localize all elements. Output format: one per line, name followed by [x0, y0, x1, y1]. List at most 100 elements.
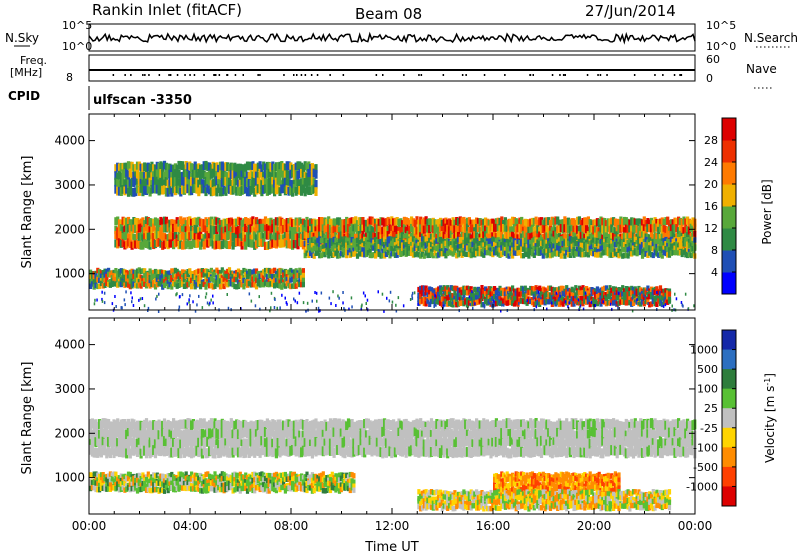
power-cell: [415, 248, 419, 254]
velocity-cell: [274, 430, 278, 440]
power-cell: [269, 184, 273, 194]
velocity-cell: [484, 445, 488, 456]
power-cell: [377, 219, 381, 228]
power-cell: [148, 283, 152, 289]
power-cell: [352, 217, 356, 226]
power-cell: [489, 286, 493, 292]
power-cell: [442, 218, 446, 227]
power-cell: [242, 218, 246, 227]
power-cell: [150, 184, 154, 194]
power-cell: [610, 252, 614, 258]
power-cell: [231, 185, 235, 195]
power-noise: [684, 292, 687, 296]
power-noise: [434, 294, 436, 298]
power-cell: [471, 219, 475, 228]
power-cell: [334, 250, 338, 256]
power-cell: [211, 271, 215, 277]
power-cell: [494, 245, 498, 252]
power-cell: [249, 234, 253, 243]
velocity-cell: [135, 438, 140, 449]
power-cell: [287, 171, 291, 180]
power-cell: [649, 224, 654, 233]
velocity-cell: [496, 420, 500, 431]
velocity-cell: [116, 418, 120, 429]
power-cell: [523, 243, 527, 249]
power-cell: [538, 250, 542, 256]
power-cell: [121, 273, 125, 279]
power-cell: [298, 238, 302, 247]
power-cell: [428, 301, 432, 307]
velocity-cell: [137, 437, 141, 448]
velocity-cell: [92, 419, 96, 430]
power-cell: [440, 296, 444, 302]
power-cell: [121, 163, 125, 172]
power-cell: [675, 241, 679, 247]
power-cell: [669, 250, 673, 256]
power-cell: [134, 163, 138, 173]
power-cell: [162, 279, 167, 285]
power-cell: [415, 216, 419, 225]
velocity-cell: [135, 420, 140, 431]
power-cell: [137, 240, 141, 249]
power-cell: [532, 245, 536, 252]
power-cell: [453, 231, 457, 240]
power-cell: [516, 287, 520, 294]
power-cell: [460, 300, 464, 306]
power-cell: [181, 185, 185, 195]
power-cell: [244, 280, 248, 287]
velocity-cell: [393, 437, 397, 448]
velocity-cell: [314, 446, 318, 457]
power-cell: [651, 220, 655, 229]
power-cell: [181, 178, 185, 187]
power-cell: [126, 233, 131, 242]
power-cell: [462, 290, 466, 296]
velocity-cell: [182, 429, 186, 440]
velocity-cell: [164, 438, 168, 449]
velocity-cell: [498, 428, 502, 439]
velocity-cell: [404, 437, 408, 448]
velocity-cell: [444, 429, 448, 439]
power-noise: [388, 299, 391, 303]
power-cell: [343, 249, 347, 256]
power-cell: [184, 270, 188, 277]
power-cell: [188, 232, 192, 241]
power-cell: [604, 296, 608, 302]
power-cell: [496, 237, 500, 243]
power-cell: [374, 248, 378, 254]
power-cell: [361, 251, 365, 258]
power-cell: [146, 281, 150, 287]
velocity-cell: [494, 427, 498, 437]
velocity-cell: [388, 446, 392, 457]
power-cell: [280, 284, 284, 290]
power-noise: [158, 292, 160, 296]
velocity-cell: [150, 447, 154, 457]
velocity-cell: [343, 436, 347, 447]
power-noise: [615, 303, 617, 307]
power-cell: [512, 250, 516, 256]
power-cell: [395, 252, 399, 258]
power-cell: [114, 268, 118, 274]
velocity-cell: [175, 446, 179, 457]
power-cell: [520, 252, 524, 259]
power-cell: [152, 171, 156, 180]
power-cell: [137, 278, 141, 285]
power-cell: [610, 299, 614, 305]
velocity-cell: [355, 420, 360, 431]
power-cell: [139, 163, 143, 173]
power-cell: [460, 217, 464, 226]
power-cell: [150, 276, 154, 283]
power-cell: [520, 291, 524, 297]
velocity-cell: [218, 439, 223, 450]
velocity-cell: [359, 445, 363, 456]
power-cell: [229, 281, 233, 287]
power-cell: [411, 218, 415, 227]
velocity-cell: [498, 438, 502, 449]
power-cell: [467, 300, 471, 306]
power-cell: [566, 246, 571, 253]
velocity-cell: [469, 448, 473, 458]
power-cell: [132, 178, 136, 188]
power-cell: [595, 300, 599, 307]
velocity-cell: [202, 437, 206, 448]
power-cell: [451, 302, 455, 308]
power-cell: [583, 298, 587, 304]
